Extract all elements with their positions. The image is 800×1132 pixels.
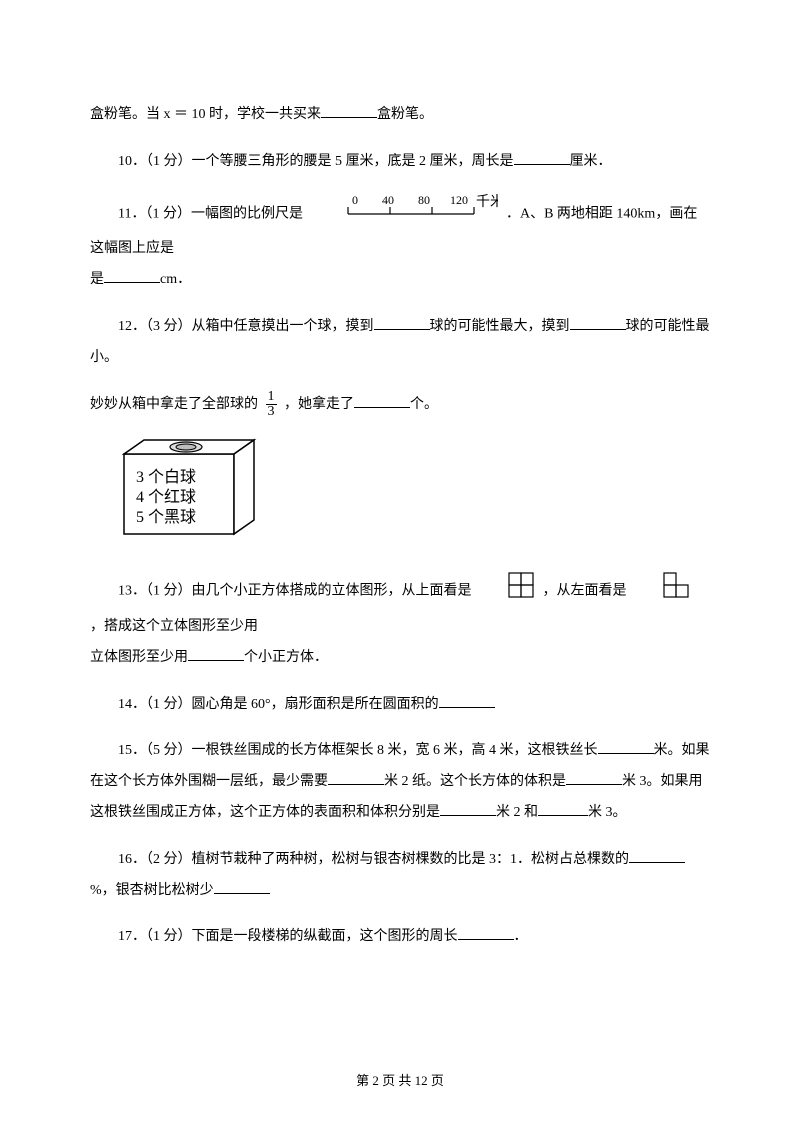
blank xyxy=(104,267,160,283)
q12-2a: 妙妙从箱中拿走了全部球的 xyxy=(90,397,258,412)
frac-den: 3 xyxy=(266,405,277,419)
q10: 10．（1 分）一个等腰三角形的腰是 5 厘米，底是 2 厘米，周长是 厘米． xyxy=(90,147,710,178)
page-footer: 第 2 页 共 12 页 xyxy=(0,1067,800,1096)
q17-text: 17．（1 分）下面是一段楼梯的纵截面，这个图形的周长 xyxy=(118,929,458,944)
blank xyxy=(598,738,654,754)
blank xyxy=(566,769,622,785)
q15-a: 15．（5 分）一根铁丝围成的长方体框架长 8 米，宽 6 米，高 4 米，这根… xyxy=(118,743,598,758)
q12-2b: ，她拿走了 xyxy=(284,397,354,412)
q16-b: %，银杏树比松树少 xyxy=(90,883,214,898)
q17: 17．（1 分）下面是一段楼梯的纵截面，这个图形的周长． xyxy=(90,922,710,953)
q12-1a: 12．（3 分）从箱中任意摸出一个球，摸到 xyxy=(118,319,374,334)
left-view-icon xyxy=(634,571,702,612)
svg-text:4 个红球: 4 个红球 xyxy=(136,488,196,506)
blank xyxy=(440,800,496,816)
q15-f: 米 3。 xyxy=(588,805,627,820)
blank xyxy=(214,878,270,894)
blank xyxy=(321,102,377,118)
q10-suffix: 厘米． xyxy=(570,154,612,169)
blank xyxy=(374,314,430,330)
footer-text: 第 2 页 共 12 页 xyxy=(356,1073,444,1088)
top-view-icon xyxy=(479,571,535,612)
q13-b: ，从左面看是 xyxy=(543,584,627,599)
q15-c: 米 2 纸。这个长方体的体积是 xyxy=(384,774,566,789)
blank xyxy=(570,314,626,330)
q13-c: ，搭成这个立体图形至少用 xyxy=(90,619,258,634)
q16: 16．（2 分）植树节栽种了两种树，松树与银杏树棵数的比是 3：1．松树占总棵数… xyxy=(90,845,710,907)
svg-text:千米: 千米 xyxy=(476,194,498,210)
svg-text:120: 120 xyxy=(450,194,468,207)
q12-line2: 妙妙从箱中拿走了全部球的 1 3 ，她拿走了 个。 xyxy=(90,390,710,421)
blank xyxy=(514,149,570,165)
svg-text:0: 0 xyxy=(352,194,358,207)
intro-para: 盒粉笔。当 x ＝ 10 时，学校一共买来 盒粉笔。 xyxy=(90,100,710,131)
blank xyxy=(629,847,685,863)
svg-text:5 个黑球: 5 个黑球 xyxy=(136,508,196,526)
q14-text: 14．（1 分）圆心角是 60°，扇形面积是所在圆面积的 xyxy=(118,697,439,712)
frac-num: 1 xyxy=(266,390,277,405)
q11-prefix: 11．（1 分）一幅图的比例尺是 xyxy=(118,206,303,221)
q16-a: 16．（2 分）植树节栽种了两种树，松树与银杏树棵数的比是 3：1．松树占总棵数… xyxy=(118,852,629,867)
blank xyxy=(439,692,495,708)
svg-text:40: 40 xyxy=(382,194,394,207)
q15: 15．（5 分）一根铁丝围成的长方体框架长 8 米，宽 6 米，高 4 米，这根… xyxy=(90,736,710,828)
intro-text: 盒粉笔。当 x ＝ 10 时，学校一共买来 xyxy=(90,107,321,122)
blank xyxy=(354,392,410,408)
q13-d: 个小正方体． xyxy=(244,650,328,665)
q13-a: 13．（1 分）由几个小正方体搭成的立体图形，从上面看是 xyxy=(118,584,472,599)
q12-1b: 球的可能性最大，摸到 xyxy=(430,319,570,334)
q15-e: 米 2 和 xyxy=(496,805,538,820)
q10-prefix: 10．（1 分）一个等腰三角形的腰是 5 厘米，底是 2 厘米，周长是 xyxy=(118,154,514,169)
blank xyxy=(458,924,514,940)
q13: 13．（1 分）由几个小正方体搭成的立体图形，从上面看是 ，从左面看是 ，搭成这… xyxy=(90,571,710,673)
blank xyxy=(538,800,588,816)
svg-text:3 个白球: 3 个白球 xyxy=(136,468,196,486)
box-figure: 3 个白球 4 个红球 5 个黑球 xyxy=(116,436,710,555)
blank xyxy=(328,769,384,785)
fraction-one-third: 1 3 xyxy=(266,390,277,419)
q14: 14．（1 分）圆心角是 60°，扇形面积是所在圆面积的 xyxy=(90,690,710,721)
page-content: 盒粉笔。当 x ＝ 10 时，学校一共买来 盒粉笔。 10．（1 分）一个等腰三角… xyxy=(90,100,710,953)
svg-text:80: 80 xyxy=(418,194,430,207)
blank xyxy=(188,645,244,661)
scale-ruler-icon: 0 40 80 120 千米 xyxy=(310,194,498,235)
q12-line1: 12．（3 分）从箱中任意摸出一个球，摸到球的可能性最大，摸到球的可能性最小。 xyxy=(90,312,710,374)
intro-end: 盒粉笔。 xyxy=(377,107,433,122)
q11-suffix: cm． xyxy=(160,272,191,287)
q12-2c: 个。 xyxy=(410,397,438,412)
q11: 11．（1 分）一幅图的比例尺是 0 40 80 120 千米 ．A、B 两地相… xyxy=(90,194,710,296)
